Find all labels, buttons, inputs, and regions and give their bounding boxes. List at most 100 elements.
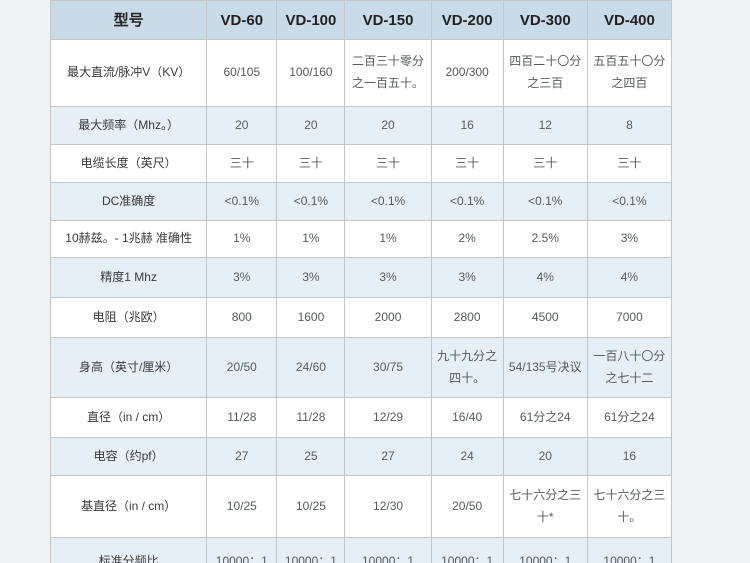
table-cell: 24 — [430, 437, 504, 476]
table-cell: 10000：1 — [586, 537, 673, 563]
table-cell: 二百三十零分之一百五十。 — [344, 39, 432, 107]
table-cell: 五百五十〇分之四百 — [586, 39, 673, 107]
table-cell: <0.1% — [206, 182, 278, 221]
table-cell: 20 — [344, 106, 432, 145]
table-cell: <0.1% — [344, 182, 432, 221]
column-header-vd60: VD-60 — [206, 0, 278, 40]
table-cell: 54/135号决议 — [502, 337, 588, 398]
row-label: 最大频率（Mhz。） — [49, 106, 208, 145]
table-cell: 16 — [586, 437, 673, 476]
column-header-model: 型号 — [49, 0, 208, 40]
table-cell: 27 — [344, 437, 432, 476]
table-cell: <0.1% — [586, 182, 673, 221]
table-cell: 10000：1 — [502, 537, 588, 563]
table-cell: 3% — [586, 220, 673, 258]
row-label: 电容（约pf） — [49, 437, 208, 476]
table-cell: 20/50 — [430, 475, 504, 538]
table-cell: 4% — [502, 257, 588, 298]
column-header-vd150: VD-150 — [344, 0, 432, 40]
table-cell: 10000：1 — [206, 537, 278, 563]
table-cell: 4500 — [502, 297, 588, 338]
header-row: 型号 VD-60 VD-100 VD-150 VD-200 VD-300 VD-… — [49, 0, 673, 40]
table-cell: 20 — [276, 106, 346, 145]
table-row: 身高（英寸/厘米） 20/50 24/60 30/75 九十九分之四十。 54/… — [49, 337, 673, 398]
table-cell: 11/28 — [276, 397, 346, 438]
table-cell: 12 — [502, 106, 588, 145]
table-cell: 10000：1 — [344, 537, 432, 563]
row-label: 标准分频比 — [49, 537, 208, 563]
table-cell: 3% — [344, 257, 432, 298]
table-row: 电阻（兆欧） 800 1600 2000 2800 4500 7000 — [49, 297, 673, 338]
table-cell: 2000 — [344, 297, 432, 338]
table-cell: 16 — [430, 106, 504, 145]
table-cell: 16/40 — [430, 397, 504, 438]
table-cell: 三十 — [276, 144, 346, 183]
table-cell: 12/29 — [344, 397, 432, 438]
table-row: DC准确度 <0.1% <0.1% <0.1% <0.1% <0.1% <0.1… — [49, 182, 673, 221]
table-cell: 200/300 — [430, 39, 504, 107]
table-cell: 2.5% — [502, 220, 588, 258]
table-cell: 10/25 — [276, 475, 346, 538]
table-cell: 10000：1 — [430, 537, 504, 563]
table-row: 直径（in / cm） 11/28 11/28 12/29 16/40 61分之… — [49, 397, 673, 438]
table-cell: 3% — [206, 257, 278, 298]
table-row: 电容（约pf） 27 25 27 24 20 16 — [49, 437, 673, 476]
table-cell: 27 — [206, 437, 278, 476]
row-label: DC准确度 — [49, 182, 208, 221]
table-cell: 三十 — [344, 144, 432, 183]
table-cell: 2% — [430, 220, 504, 258]
table-cell: 12/30 — [344, 475, 432, 538]
table-cell: 3% — [276, 257, 346, 298]
table-cell: <0.1% — [502, 182, 588, 221]
table-row: 最大直流/脉冲V（KV） 60/105 100/160 二百三十零分之一百五十。… — [49, 39, 673, 107]
table-cell: 1600 — [276, 297, 346, 338]
spec-table-container: 型号 VD-60 VD-100 VD-150 VD-200 VD-300 VD-… — [49, 0, 673, 563]
table-cell: 一百八十〇分之七十二 — [586, 337, 673, 398]
table-cell: 8 — [586, 106, 673, 145]
row-label: 电缆长度（英尺） — [49, 144, 208, 183]
row-label: 电阻（兆欧） — [49, 297, 208, 338]
table-cell: 30/75 — [344, 337, 432, 398]
table-cell: 七十六分之三十。 — [586, 475, 673, 538]
table-cell: <0.1% — [276, 182, 346, 221]
column-header-vd300: VD-300 — [502, 0, 588, 40]
table-cell: 20/50 — [206, 337, 278, 398]
table-cell: 20 — [502, 437, 588, 476]
table-row: 10赫兹。- 1兆赫 准确性 1% 1% 1% 2% 2.5% 3% — [49, 220, 673, 258]
table-cell: 800 — [206, 297, 278, 338]
table-cell: 24/60 — [276, 337, 346, 398]
table-cell: 2800 — [430, 297, 504, 338]
table-cell: 1% — [206, 220, 278, 258]
row-label: 身高（英寸/厘米） — [49, 337, 208, 398]
table-row: 精度1 Mhz 3% 3% 3% 3% 4% 4% — [49, 257, 673, 298]
table-cell: 61分之24 — [586, 397, 673, 438]
table-cell: 11/28 — [206, 397, 278, 438]
table-cell: 四百二十〇分之三百 — [502, 39, 588, 107]
table-cell: 3% — [430, 257, 504, 298]
table-cell: 10000：1 — [276, 537, 346, 563]
row-label: 精度1 Mhz — [49, 257, 208, 298]
table-cell: 三十 — [586, 144, 673, 183]
row-label: 直径（in / cm） — [49, 397, 208, 438]
table-cell: 7000 — [586, 297, 673, 338]
spec-table: 型号 VD-60 VD-100 VD-150 VD-200 VD-300 VD-… — [49, 0, 673, 563]
table-cell: 4% — [586, 257, 673, 298]
column-header-vd200: VD-200 — [430, 0, 504, 40]
table-cell: 九十九分之四十。 — [430, 337, 504, 398]
table-row: 基直径（in / cm） 10/25 10/25 12/30 20/50 七十六… — [49, 475, 673, 538]
table-cell: <0.1% — [430, 182, 504, 221]
table-cell: 20 — [206, 106, 278, 145]
table-cell: 1% — [276, 220, 346, 258]
table-row: 最大频率（Mhz。） 20 20 20 16 12 8 — [49, 106, 673, 145]
column-header-vd100: VD-100 — [276, 0, 346, 40]
table-row: 标准分频比 10000：1 10000：1 10000：1 10000：1 10… — [49, 537, 673, 563]
table-cell: 三十 — [502, 144, 588, 183]
table-cell: 60/105 — [206, 39, 278, 107]
table-cell: 1% — [344, 220, 432, 258]
table-cell: 100/160 — [276, 39, 346, 107]
table-row: 电缆长度（英尺） 三十 三十 三十 三十 三十 三十 — [49, 144, 673, 183]
table-cell: 七十六分之三十* — [502, 475, 588, 538]
table-cell: 三十 — [206, 144, 278, 183]
table-cell: 10/25 — [206, 475, 278, 538]
